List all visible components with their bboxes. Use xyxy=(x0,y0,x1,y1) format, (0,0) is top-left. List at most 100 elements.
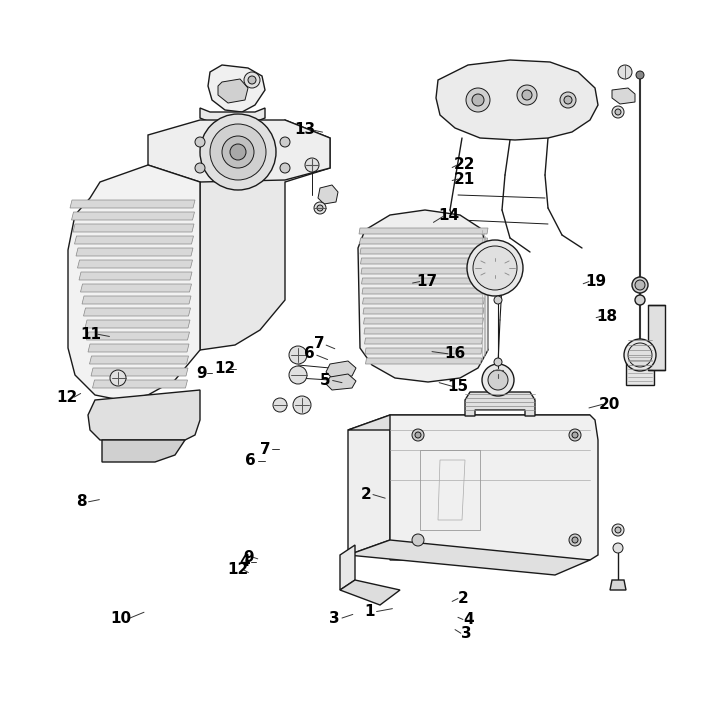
Polygon shape xyxy=(359,238,487,244)
Polygon shape xyxy=(85,320,190,328)
Polygon shape xyxy=(318,185,338,204)
Polygon shape xyxy=(88,344,189,352)
Text: 19: 19 xyxy=(585,274,607,289)
Circle shape xyxy=(628,343,652,367)
Polygon shape xyxy=(361,278,485,284)
Circle shape xyxy=(280,137,290,147)
Polygon shape xyxy=(78,260,192,268)
Text: 9: 9 xyxy=(197,366,207,380)
Text: 22: 22 xyxy=(454,157,475,172)
Circle shape xyxy=(615,109,621,115)
Polygon shape xyxy=(84,308,191,316)
Circle shape xyxy=(612,524,624,536)
Circle shape xyxy=(293,396,311,414)
Circle shape xyxy=(244,72,260,88)
Circle shape xyxy=(210,124,266,180)
Text: 12: 12 xyxy=(214,362,235,376)
Circle shape xyxy=(615,527,621,533)
Polygon shape xyxy=(88,390,200,440)
Circle shape xyxy=(314,202,326,214)
Circle shape xyxy=(289,346,307,364)
Text: 1: 1 xyxy=(364,604,374,619)
Text: 16: 16 xyxy=(444,347,466,361)
Text: 7: 7 xyxy=(260,442,270,456)
Polygon shape xyxy=(359,228,488,234)
Polygon shape xyxy=(364,328,483,334)
Circle shape xyxy=(488,370,508,390)
Text: 7: 7 xyxy=(314,336,324,351)
Circle shape xyxy=(572,432,578,438)
Polygon shape xyxy=(348,540,590,575)
Circle shape xyxy=(560,92,576,108)
Polygon shape xyxy=(76,248,193,256)
Text: 17: 17 xyxy=(416,274,438,289)
Polygon shape xyxy=(326,361,356,378)
Polygon shape xyxy=(89,356,189,364)
Polygon shape xyxy=(348,415,590,430)
Polygon shape xyxy=(366,358,482,364)
Polygon shape xyxy=(73,224,194,232)
Circle shape xyxy=(195,163,205,173)
Circle shape xyxy=(222,136,254,168)
Polygon shape xyxy=(348,415,390,555)
Text: 18: 18 xyxy=(596,309,618,323)
Polygon shape xyxy=(364,338,482,344)
Polygon shape xyxy=(82,296,191,304)
Text: 20: 20 xyxy=(599,397,621,412)
Circle shape xyxy=(305,158,319,172)
Text: 3: 3 xyxy=(330,611,340,625)
Polygon shape xyxy=(71,212,194,220)
Text: 8: 8 xyxy=(76,495,86,509)
Circle shape xyxy=(412,534,424,546)
Polygon shape xyxy=(340,545,355,590)
Polygon shape xyxy=(70,200,195,208)
Polygon shape xyxy=(340,580,400,605)
Text: 6: 6 xyxy=(305,347,315,361)
Circle shape xyxy=(613,543,623,553)
Circle shape xyxy=(317,205,323,211)
Circle shape xyxy=(110,370,126,386)
Text: 12: 12 xyxy=(227,562,248,577)
Circle shape xyxy=(273,398,287,412)
Text: 13: 13 xyxy=(294,123,316,137)
Circle shape xyxy=(289,366,307,384)
Text: 15: 15 xyxy=(447,379,469,393)
Text: 14: 14 xyxy=(438,208,459,222)
Circle shape xyxy=(624,339,656,371)
Circle shape xyxy=(494,296,502,304)
Polygon shape xyxy=(362,298,485,304)
Polygon shape xyxy=(68,165,200,400)
Polygon shape xyxy=(102,440,185,462)
Circle shape xyxy=(473,246,517,290)
Polygon shape xyxy=(363,308,484,314)
Circle shape xyxy=(467,240,523,296)
Polygon shape xyxy=(218,79,248,103)
Text: 3: 3 xyxy=(461,626,471,640)
Circle shape xyxy=(200,114,276,190)
Polygon shape xyxy=(626,355,654,385)
Circle shape xyxy=(412,429,424,441)
Polygon shape xyxy=(465,392,535,416)
Circle shape xyxy=(569,429,581,441)
Circle shape xyxy=(612,106,624,118)
Circle shape xyxy=(472,94,484,106)
Polygon shape xyxy=(612,88,635,104)
Polygon shape xyxy=(86,332,189,340)
Polygon shape xyxy=(365,348,482,354)
Circle shape xyxy=(195,137,205,147)
Polygon shape xyxy=(200,108,265,122)
Circle shape xyxy=(636,71,644,79)
Circle shape xyxy=(572,537,578,543)
Polygon shape xyxy=(92,380,187,388)
Text: 10: 10 xyxy=(110,612,132,626)
Text: 5: 5 xyxy=(320,373,330,388)
Polygon shape xyxy=(361,258,487,264)
Polygon shape xyxy=(360,248,487,254)
Circle shape xyxy=(564,96,572,104)
Circle shape xyxy=(635,295,645,305)
Polygon shape xyxy=(364,318,484,324)
Polygon shape xyxy=(74,236,194,244)
Polygon shape xyxy=(361,268,486,274)
Text: 9: 9 xyxy=(243,550,253,565)
Polygon shape xyxy=(208,65,265,112)
